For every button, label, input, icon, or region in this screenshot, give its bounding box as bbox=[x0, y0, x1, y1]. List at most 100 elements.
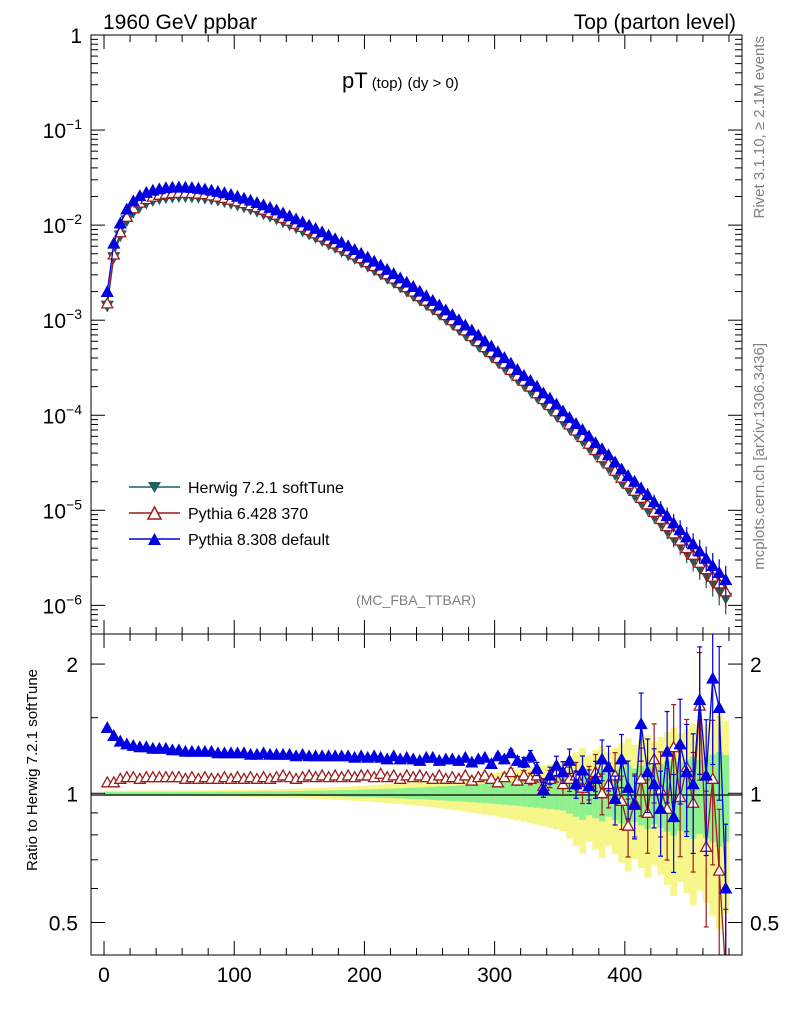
ratio-band-inner bbox=[436, 786, 443, 801]
data-point-pythia8 bbox=[406, 280, 420, 292]
legend-marker-pythia6 bbox=[146, 505, 163, 520]
data-point-pythia8 bbox=[712, 565, 726, 578]
data-point-pythia8 bbox=[523, 374, 538, 386]
data-point-pythia8 bbox=[380, 262, 394, 275]
ratio-band-inner bbox=[364, 789, 372, 798]
ratio-ytick-label: 0.5 bbox=[49, 912, 78, 935]
ratio-band-inner bbox=[416, 787, 424, 800]
ratio-band-inner bbox=[514, 781, 521, 806]
ratio-point-pythia8 bbox=[660, 744, 674, 757]
ratio-band-inner bbox=[409, 787, 417, 799]
ratio-band-inner bbox=[455, 785, 463, 802]
ratio-band-inner bbox=[442, 786, 450, 801]
ratio-band-inner bbox=[383, 788, 391, 798]
data-point-pythia8 bbox=[549, 397, 564, 410]
data-point-pythia8 bbox=[654, 502, 668, 515]
main-y-axis: 1 10−1 10−2 10−3 10−4 10−5 10−6 bbox=[43, 25, 742, 627]
ratio-band-inner bbox=[195, 791, 202, 795]
ratio-band-inner bbox=[201, 791, 209, 795]
ratio-band-inner bbox=[344, 789, 352, 797]
data-point-pythia8 bbox=[413, 284, 427, 297]
plot-title: pT (top) (dy > 0) bbox=[342, 68, 459, 93]
ratio-band-inner bbox=[130, 791, 137, 795]
ratio-band-inner bbox=[475, 784, 482, 803]
data-point-pythia8 bbox=[601, 448, 616, 461]
ratio-point-pythia8 bbox=[693, 693, 707, 705]
ratio-point-pythia6 bbox=[432, 768, 446, 781]
data-point-pythia8 bbox=[595, 442, 609, 455]
data-point-pythia8 bbox=[634, 481, 648, 494]
data-point-pythia8 bbox=[354, 246, 368, 259]
ratio-xtick-label: 300 bbox=[477, 964, 512, 987]
data-point-pythia8 bbox=[107, 236, 121, 249]
data-point-pythia8 bbox=[393, 271, 407, 284]
main-x-ticks bbox=[103, 35, 730, 634]
ratio-band-inner bbox=[305, 790, 313, 796]
ratio-band-inner bbox=[390, 788, 398, 799]
data-point-pythia8 bbox=[621, 469, 635, 481]
ratio-band-inner bbox=[188, 791, 196, 795]
ratio-band-inner bbox=[279, 791, 287, 796]
data-point-pythia8 bbox=[647, 495, 661, 508]
data-point-pythia8 bbox=[667, 516, 681, 529]
data-point-pythia8 bbox=[680, 530, 694, 543]
ratio-band-inner bbox=[208, 791, 215, 795]
header-left: 1960 GeV ppbar bbox=[103, 11, 257, 34]
ratio-band-inner bbox=[253, 791, 261, 796]
ratio-xtick-label: 0 bbox=[98, 964, 110, 987]
data-point-pythia6 bbox=[107, 247, 121, 260]
ratio-point-pythia8 bbox=[595, 752, 609, 765]
ratio-series-group bbox=[100, 634, 733, 955]
ratio-point-pythia8 bbox=[673, 737, 687, 750]
header-right: Top (parton level) bbox=[574, 11, 736, 34]
ratio-point-pythia8 bbox=[712, 701, 726, 714]
ratio-band-inner bbox=[546, 778, 554, 810]
ratio-band-inner bbox=[260, 791, 268, 796]
data-point-pythia8 bbox=[517, 368, 531, 381]
data-point-pythia6 bbox=[100, 296, 114, 309]
legend-label-pythia6: Pythia 6.428 370 bbox=[188, 506, 308, 523]
data-point-pythia8 bbox=[335, 235, 349, 248]
ratio-panel: 0.5 0.5 1 1 2 2 0 100 200 300 400 Ratio to Herwig… bbox=[24, 633, 779, 987]
ratio-xtick-label: 200 bbox=[347, 964, 382, 987]
ratio-point-pythia6 bbox=[374, 766, 388, 779]
data-point-pythia8 bbox=[243, 193, 258, 206]
ratio-point-pythia8 bbox=[621, 780, 635, 793]
data-point-pythia8 bbox=[387, 267, 401, 280]
ratio-point-pythia8 bbox=[654, 801, 668, 814]
ratio-band-inner bbox=[468, 784, 476, 803]
legend-marker-pythia8 bbox=[148, 533, 161, 545]
ratio-band-inner bbox=[182, 791, 189, 795]
ratio-point-pythia8 bbox=[478, 750, 492, 763]
ratio-point-pythia8 bbox=[588, 772, 603, 784]
ratio-band-inner bbox=[240, 791, 248, 795]
data-point-pythia8 bbox=[556, 404, 570, 417]
ratio-point-pythia8 bbox=[641, 765, 655, 778]
ratio-band-inner bbox=[273, 791, 281, 796]
ratio-band-inner bbox=[234, 791, 242, 795]
data-point-pythia8 bbox=[432, 298, 446, 311]
ratio-point-pythia8 bbox=[575, 763, 590, 776]
rivet-version-label: Rivet 3.1.10, ≥ 2.1M events bbox=[751, 36, 768, 219]
ratio-point-pythia6 bbox=[387, 768, 401, 781]
data-point-pythia8 bbox=[569, 417, 583, 430]
data-point-pythia8 bbox=[582, 429, 596, 442]
ratio-band-inner bbox=[325, 790, 333, 797]
ratio-band-inner bbox=[299, 790, 307, 796]
data-point-pythia8 bbox=[471, 328, 485, 341]
data-point-pythia8 bbox=[113, 216, 127, 229]
ratio-point-pythia8 bbox=[484, 757, 498, 770]
ratio-point-pythia8 bbox=[426, 750, 440, 763]
data-point-pythia8 bbox=[478, 334, 492, 347]
ratio-ytick-label: 1 bbox=[66, 783, 78, 806]
data-point-pythia8 bbox=[530, 379, 544, 392]
ratio-band-inner bbox=[156, 791, 163, 795]
data-point-pythia8 bbox=[562, 410, 577, 423]
ratio-point-pythia8 bbox=[634, 717, 648, 730]
ratio-point-pythia8 bbox=[627, 797, 642, 810]
ratio-band-inner bbox=[292, 791, 300, 796]
data-point-pythia8 bbox=[419, 289, 433, 302]
ratio-band-inner bbox=[527, 780, 534, 808]
ratio-band-inner bbox=[377, 789, 385, 798]
